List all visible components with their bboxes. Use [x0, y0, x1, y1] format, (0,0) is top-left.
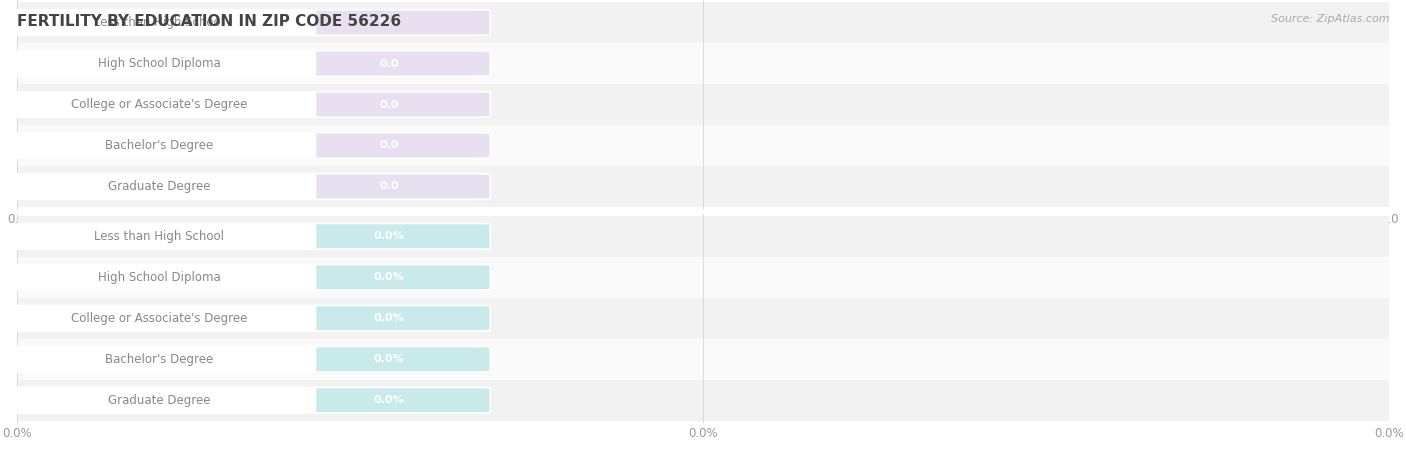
Text: Less than High School: Less than High School — [94, 230, 225, 243]
Bar — [17, 166, 1389, 207]
FancyBboxPatch shape — [3, 388, 315, 413]
Text: High School Diploma: High School Diploma — [98, 271, 221, 284]
Text: Source: ZipAtlas.com: Source: ZipAtlas.com — [1271, 14, 1389, 24]
FancyBboxPatch shape — [3, 265, 491, 290]
Text: 0.0%: 0.0% — [374, 313, 405, 323]
FancyBboxPatch shape — [3, 10, 315, 35]
FancyBboxPatch shape — [3, 388, 491, 413]
FancyBboxPatch shape — [3, 346, 315, 372]
FancyBboxPatch shape — [3, 92, 315, 117]
FancyBboxPatch shape — [3, 305, 491, 331]
Text: Bachelor's Degree: Bachelor's Degree — [105, 353, 214, 366]
FancyBboxPatch shape — [3, 51, 491, 76]
Text: 0.0%: 0.0% — [374, 354, 405, 364]
Text: 0.0: 0.0 — [380, 58, 399, 68]
FancyBboxPatch shape — [3, 346, 491, 372]
Text: College or Associate's Degree: College or Associate's Degree — [72, 312, 247, 325]
FancyBboxPatch shape — [3, 174, 315, 199]
Bar — [17, 2, 1389, 43]
FancyBboxPatch shape — [3, 224, 491, 249]
Text: 0.0: 0.0 — [380, 181, 399, 191]
FancyBboxPatch shape — [3, 305, 315, 331]
FancyBboxPatch shape — [3, 224, 315, 249]
Bar — [17, 257, 1389, 298]
Text: Less than High School: Less than High School — [94, 16, 225, 29]
Text: Graduate Degree: Graduate Degree — [108, 394, 211, 407]
Text: 0.0%: 0.0% — [374, 272, 405, 282]
Text: 0.0: 0.0 — [380, 99, 399, 110]
Bar — [17, 380, 1389, 421]
FancyBboxPatch shape — [3, 10, 491, 35]
Bar — [17, 216, 1389, 257]
Text: Bachelor's Degree: Bachelor's Degree — [105, 139, 214, 152]
Text: High School Diploma: High School Diploma — [98, 57, 221, 70]
Bar — [17, 84, 1389, 125]
Bar — [17, 43, 1389, 84]
FancyBboxPatch shape — [3, 174, 491, 199]
Text: 0.0%: 0.0% — [374, 395, 405, 405]
Text: 0.0: 0.0 — [380, 18, 399, 28]
Bar — [17, 339, 1389, 380]
Text: College or Associate's Degree: College or Associate's Degree — [72, 98, 247, 111]
Bar — [17, 125, 1389, 166]
FancyBboxPatch shape — [3, 51, 315, 76]
FancyBboxPatch shape — [3, 92, 491, 117]
Bar — [17, 298, 1389, 339]
Text: 0.0: 0.0 — [380, 141, 399, 151]
FancyBboxPatch shape — [3, 133, 315, 158]
Text: Graduate Degree: Graduate Degree — [108, 180, 211, 193]
FancyBboxPatch shape — [3, 133, 491, 158]
Text: 0.0%: 0.0% — [374, 231, 405, 241]
Text: FERTILITY BY EDUCATION IN ZIP CODE 56226: FERTILITY BY EDUCATION IN ZIP CODE 56226 — [17, 14, 401, 29]
FancyBboxPatch shape — [3, 265, 315, 290]
